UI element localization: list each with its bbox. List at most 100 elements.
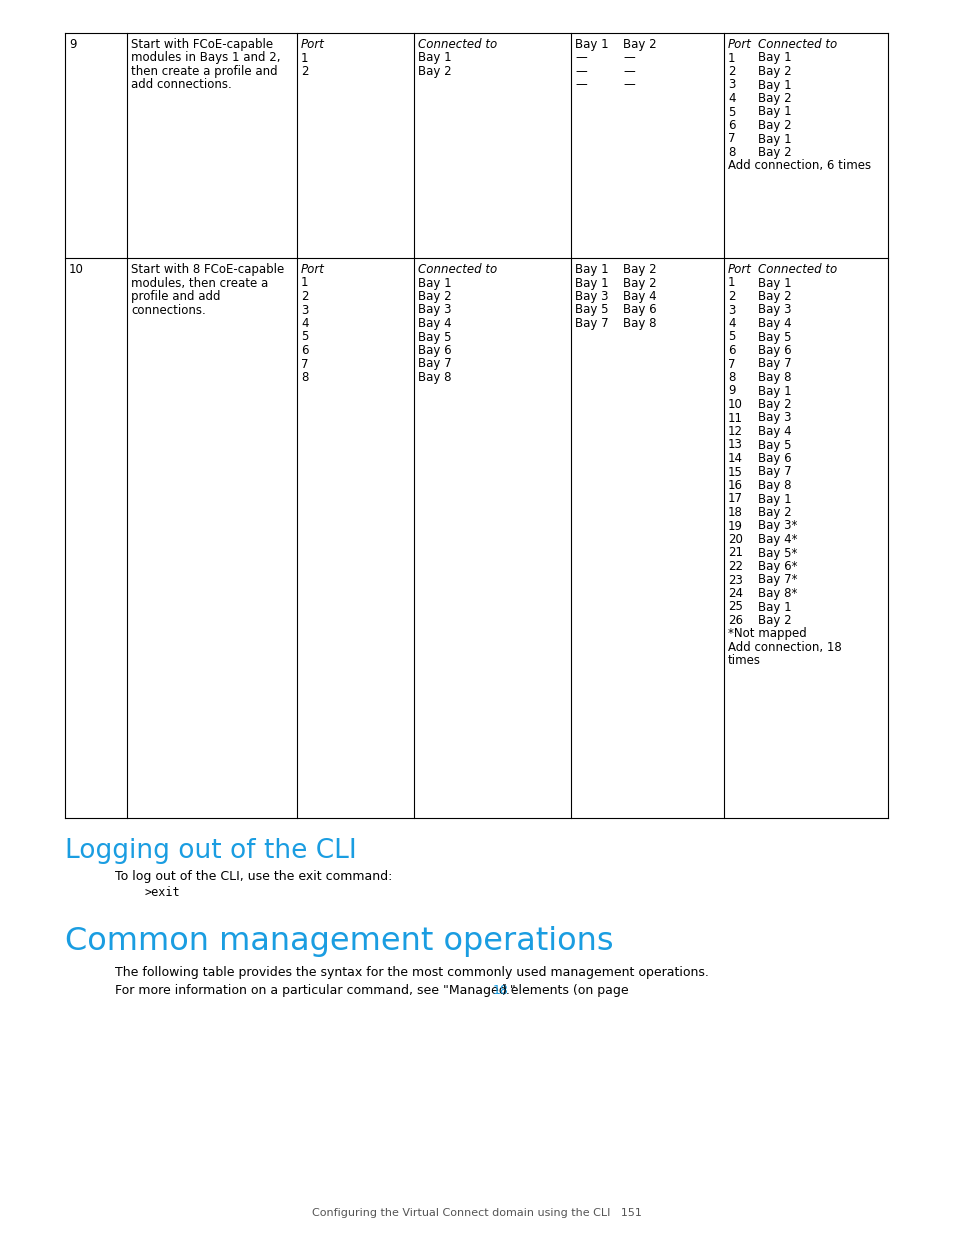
- Text: Bay 2: Bay 2: [758, 614, 791, 627]
- Text: —: —: [575, 65, 586, 78]
- Text: 16: 16: [727, 479, 742, 492]
- Text: Bay 4*: Bay 4*: [758, 534, 797, 546]
- Text: 25: 25: [727, 600, 742, 614]
- Text: Bay 7: Bay 7: [758, 466, 791, 478]
- Text: Bay 5: Bay 5: [575, 304, 608, 316]
- Text: 1: 1: [727, 52, 735, 64]
- Text: 24: 24: [727, 587, 742, 600]
- Text: 10: 10: [69, 263, 84, 275]
- Text: Bay 1: Bay 1: [758, 277, 791, 289]
- Text: 2: 2: [727, 290, 735, 303]
- Text: add connections.: add connections.: [131, 79, 232, 91]
- Text: 11: 11: [727, 411, 742, 425]
- Text: 8: 8: [727, 146, 735, 159]
- Text: Bay 2: Bay 2: [417, 290, 451, 303]
- Text: Add connection, 6 times: Add connection, 6 times: [727, 159, 870, 173]
- Text: Bay 6: Bay 6: [417, 345, 451, 357]
- Text: Bay 2: Bay 2: [417, 65, 451, 78]
- Text: 7: 7: [727, 132, 735, 146]
- Text: 7: 7: [301, 357, 308, 370]
- Text: Bay 3: Bay 3: [417, 304, 451, 316]
- Text: Bay 1: Bay 1: [758, 384, 791, 398]
- Text: 6: 6: [301, 345, 308, 357]
- Text: 9: 9: [69, 38, 76, 51]
- Text: Connected to: Connected to: [758, 263, 837, 275]
- Text: Configuring the Virtual Connect domain using the CLI   151: Configuring the Virtual Connect domain u…: [312, 1208, 641, 1218]
- Text: Connected to: Connected to: [417, 38, 497, 51]
- Text: Bay 8: Bay 8: [417, 370, 451, 384]
- Text: 12: 12: [727, 425, 742, 438]
- Text: Bay 3: Bay 3: [575, 290, 608, 303]
- Text: ).": ).": [501, 984, 517, 997]
- Text: Bay 6*: Bay 6*: [758, 559, 797, 573]
- Text: 9: 9: [727, 384, 735, 398]
- Text: Logging out of the CLI: Logging out of the CLI: [65, 839, 356, 864]
- Text: >exit: >exit: [145, 885, 180, 899]
- Text: Bay 1: Bay 1: [417, 277, 451, 289]
- Text: Start with 8 FCoE-capable: Start with 8 FCoE-capable: [131, 263, 284, 275]
- Text: *Not mapped: *Not mapped: [727, 627, 806, 641]
- Text: Port: Port: [301, 263, 325, 275]
- Text: Bay 3: Bay 3: [758, 411, 791, 425]
- Text: Bay 5: Bay 5: [758, 331, 791, 343]
- Text: Bay 2: Bay 2: [758, 290, 791, 303]
- Text: 8: 8: [301, 370, 308, 384]
- Text: Bay 5: Bay 5: [417, 331, 451, 343]
- Text: Bay 1: Bay 1: [575, 263, 608, 275]
- Text: 4: 4: [727, 317, 735, 330]
- Text: The following table provides the syntax for the most commonly used management op: The following table provides the syntax …: [115, 966, 708, 979]
- Text: Connected to: Connected to: [417, 263, 497, 275]
- Text: 5: 5: [727, 331, 735, 343]
- Text: Bay 1: Bay 1: [758, 105, 791, 119]
- Text: Bay 1: Bay 1: [417, 52, 451, 64]
- Text: 15: 15: [727, 466, 742, 478]
- Text: Bay 1: Bay 1: [758, 600, 791, 614]
- Text: Connected to: Connected to: [758, 38, 837, 51]
- Text: then create a profile and: then create a profile and: [131, 65, 277, 78]
- Text: Bay 2: Bay 2: [622, 38, 656, 51]
- Text: Bay 1: Bay 1: [575, 38, 608, 51]
- Text: 6: 6: [727, 119, 735, 132]
- Text: Bay 6: Bay 6: [758, 452, 791, 466]
- Text: Bay 3*: Bay 3*: [758, 520, 797, 532]
- Text: Bay 4: Bay 4: [758, 425, 791, 438]
- Text: Bay 1: Bay 1: [575, 277, 608, 289]
- Text: 14: 14: [727, 452, 742, 466]
- Text: Bay 1: Bay 1: [758, 132, 791, 146]
- Text: 26: 26: [727, 614, 742, 627]
- Text: modules, then create a: modules, then create a: [131, 277, 268, 289]
- Text: Common management operations: Common management operations: [65, 926, 613, 957]
- Text: Bay 4: Bay 4: [417, 317, 451, 330]
- Text: 3: 3: [727, 304, 735, 316]
- Text: Bay 1: Bay 1: [758, 493, 791, 505]
- Text: Add connection, 18: Add connection, 18: [727, 641, 841, 655]
- Text: —: —: [622, 65, 634, 78]
- Text: times: times: [727, 655, 760, 667]
- Text: modules in Bays 1 and 2,: modules in Bays 1 and 2,: [131, 52, 280, 64]
- Text: —: —: [575, 52, 586, 64]
- Text: Bay 8: Bay 8: [758, 479, 791, 492]
- Text: Start with FCoE-capable: Start with FCoE-capable: [131, 38, 273, 51]
- Text: Bay 1: Bay 1: [758, 79, 791, 91]
- Text: 6: 6: [727, 345, 735, 357]
- Text: Bay 6: Bay 6: [622, 304, 656, 316]
- Text: 1: 1: [301, 52, 308, 64]
- Text: 8: 8: [727, 370, 735, 384]
- Text: Bay 2: Bay 2: [758, 398, 791, 411]
- Text: connections.: connections.: [131, 304, 206, 316]
- Text: 13: 13: [727, 438, 742, 452]
- Text: Bay 8: Bay 8: [622, 317, 656, 330]
- Text: Port: Port: [727, 263, 751, 275]
- Text: 2: 2: [301, 290, 308, 303]
- Text: 20: 20: [727, 534, 742, 546]
- Text: 2: 2: [727, 65, 735, 78]
- Text: 3: 3: [727, 79, 735, 91]
- Text: 18: 18: [727, 506, 742, 519]
- Text: Bay 1: Bay 1: [758, 52, 791, 64]
- Text: 1: 1: [727, 277, 735, 289]
- Text: —: —: [575, 79, 586, 91]
- Text: 3: 3: [301, 304, 308, 316]
- Text: 10: 10: [727, 398, 742, 411]
- Text: Bay 5*: Bay 5*: [758, 547, 797, 559]
- Text: Bay 7: Bay 7: [417, 357, 451, 370]
